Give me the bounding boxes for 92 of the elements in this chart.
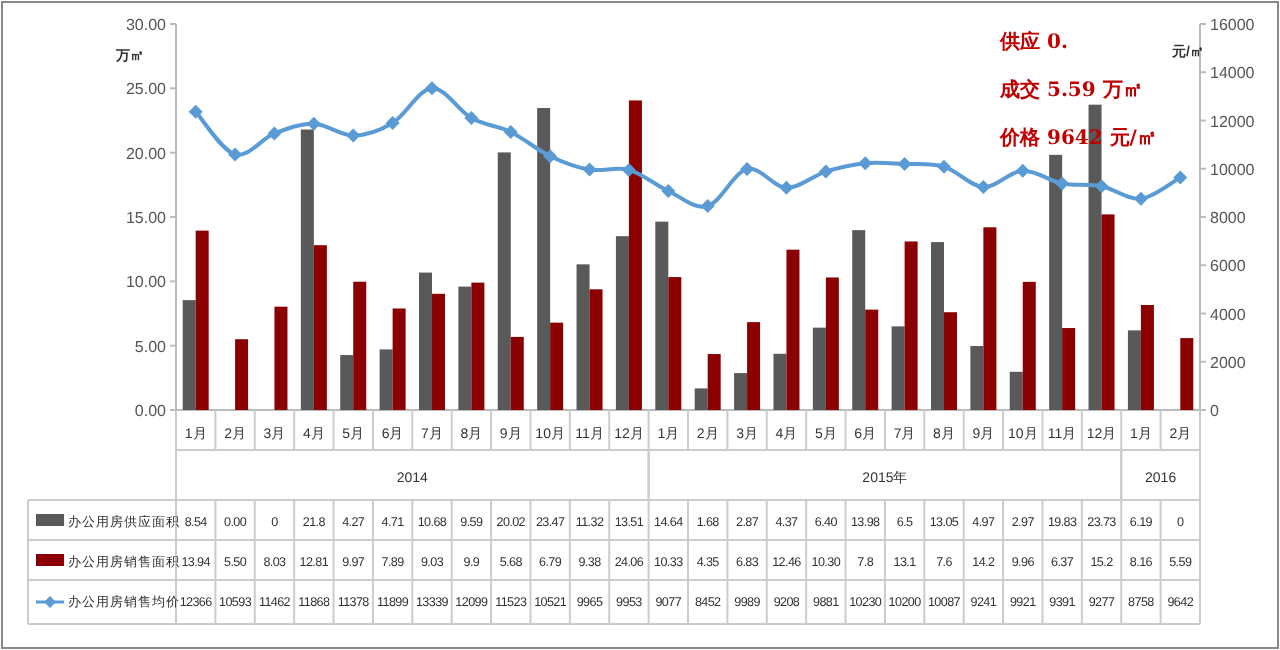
bar [353,281,367,410]
bar [419,272,432,410]
annotation: 供应 0. [998,30,1068,54]
bar [1009,371,1023,410]
point [267,126,282,141]
point [582,162,597,177]
bar [707,354,721,410]
bar [589,289,603,410]
y2-tick-label: 6000 [1210,257,1247,276]
bar [931,242,944,410]
bar [1022,281,1036,410]
bar [1062,328,1076,410]
bar [825,277,839,410]
point [346,128,361,143]
bar [471,282,485,410]
y2-tick-label: 14000 [1210,64,1256,83]
y-tick-label: 30.00 [125,16,168,34]
bar [1180,338,1194,410]
bar [734,373,748,410]
bar [340,355,354,410]
y2-tick-label: 2000 [1210,353,1247,372]
bar [537,108,551,410]
y2-tick-label: 8000 [1210,209,1247,227]
bar [1101,214,1115,410]
bar [1049,154,1063,410]
point [306,116,321,131]
y-tick-label: 10.00 [125,273,168,292]
bar [550,322,564,410]
point [858,156,873,171]
bar [944,312,957,410]
bar [628,100,642,410]
point [188,104,203,119]
bar [458,286,472,410]
point [818,164,833,179]
point [1015,163,1030,178]
bar [773,353,787,410]
bar [1140,305,1154,410]
point [740,162,755,177]
point [1055,176,1070,191]
point [621,162,636,177]
point [779,180,794,195]
bar [392,308,406,410]
bar [668,277,682,410]
bar [235,339,249,410]
bar [983,227,997,410]
bar [379,349,393,410]
y2-tick-label: 16000 [1210,16,1256,34]
point [385,115,400,130]
bar [655,221,669,410]
point [1133,191,1148,206]
bar [970,346,984,410]
bar [865,309,879,410]
bar [786,249,800,410]
y-tick-label: 15.00 [125,209,168,227]
bar [904,241,918,410]
bar [432,293,445,410]
point [1173,170,1188,185]
y-tick-label: 25.00 [125,80,168,99]
point [228,147,243,162]
bar [812,327,826,410]
y2-tick-label: 12000 [1210,112,1256,131]
bar [510,336,524,410]
point [464,111,479,126]
bar [891,326,905,410]
y2-tick-label: 0 [1210,402,1220,420]
bar [1127,330,1141,410]
bar [274,306,288,410]
bar [182,300,196,410]
point [700,199,715,214]
annotation: 成交 5.59 万㎡ [998,78,1143,102]
bar [576,264,590,410]
y-tick-label: 5.00 [134,337,168,356]
point [503,125,518,140]
point [661,184,676,199]
y-tick-label: 20.00 [125,144,168,163]
point [937,159,951,174]
bar [313,245,327,410]
point [1094,179,1109,194]
y-tick-label: 0.00 [134,402,168,420]
bar [852,230,866,410]
point [897,156,912,171]
bar [195,230,209,410]
y2-tick-label: 4000 [1210,305,1247,324]
bar [747,322,761,410]
y2-tick-label: 10000 [1210,160,1256,179]
bar [694,388,708,410]
bar [615,236,629,410]
point [543,149,558,164]
bar [497,152,511,410]
bar [300,129,314,410]
point [425,81,439,96]
point [976,180,991,195]
